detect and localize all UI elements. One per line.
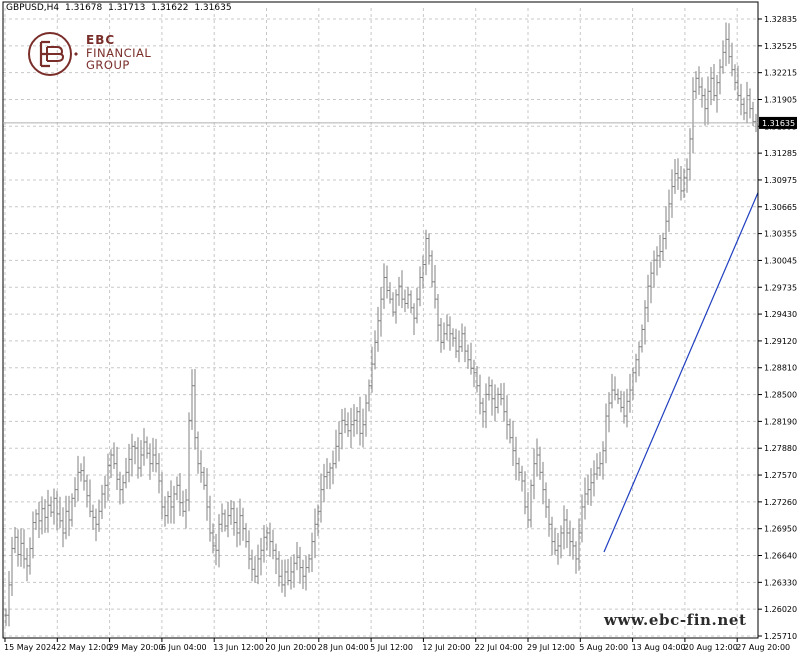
y-tick-label: 1.31285 xyxy=(764,149,797,158)
x-tick-label: 5 Jul 12:00 xyxy=(370,643,413,652)
x-tick-label: 20 Aug 12:00 xyxy=(684,643,738,652)
x-tick-label: 13 Aug 04:00 xyxy=(632,643,686,652)
x-tick-label: 20 Jun 20:00 xyxy=(266,643,317,652)
open-value: 1.31678 xyxy=(65,3,103,13)
trendline-layer xyxy=(603,192,759,553)
price-tag-box xyxy=(759,116,797,129)
x-tick-label: 5 Aug 20:00 xyxy=(579,643,628,652)
symbol-info-bar: GBPUSD,H4 1.31678 1.31713 1.31622 1.3163… xyxy=(6,3,235,13)
y-tick-label: 1.28190 xyxy=(764,417,797,426)
broker-logo: EBC FINANCIAL GROUP xyxy=(26,28,156,80)
price-axis: 1.328351.325251.322151.319051.315951.312… xyxy=(758,15,797,641)
y-tick-label: 1.27880 xyxy=(764,444,797,453)
high-value: 1.31713 xyxy=(108,3,146,13)
price-series xyxy=(4,22,758,627)
y-tick-label: 1.30045 xyxy=(764,256,797,265)
y-tick-label: 1.26020 xyxy=(764,605,797,614)
y-tick-label: 1.31905 xyxy=(764,95,797,104)
website-watermark: www.ebc-fin.net xyxy=(604,611,747,629)
x-tick-label: 22 Jul 04:00 xyxy=(475,643,523,652)
x-tick-label: 22 May 12:00 xyxy=(56,643,111,652)
y-tick-label: 1.27260 xyxy=(764,498,797,507)
y-tick-label: 1.30355 xyxy=(764,230,797,239)
logo-wordmark: EBC FINANCIAL GROUP xyxy=(86,34,151,72)
symbol-label: GBPUSD,H4 xyxy=(6,3,60,13)
y-tick-label: 1.27570 xyxy=(764,471,797,480)
y-tick-label: 1.30975 xyxy=(764,176,797,185)
x-tick-label: 13 Jun 12:00 xyxy=(213,643,264,652)
y-tick-label: 1.29735 xyxy=(764,283,797,292)
y-tick-label: 1.32525 xyxy=(764,42,797,51)
y-tick-label: 1.26640 xyxy=(764,552,797,561)
price-tag-label: 1.31635 xyxy=(762,119,795,128)
logo-line-1: EBC xyxy=(86,33,116,47)
y-tick-label: 1.26330 xyxy=(764,578,797,587)
low-value: 1.31622 xyxy=(151,3,189,13)
logo-line-2: FINANCIAL xyxy=(86,45,152,60)
y-tick-label: 1.29120 xyxy=(764,337,797,346)
x-tick-label: 15 May 2024 xyxy=(4,643,56,652)
trend-line xyxy=(603,192,759,553)
x-tick-label: 29 May 20:00 xyxy=(109,643,164,652)
close-value: 1.31635 xyxy=(194,3,232,13)
logo-emblem-icon xyxy=(28,32,78,76)
current-price-tag: 1.31635 xyxy=(3,116,797,129)
x-tick-label: 29 Jul 12:00 xyxy=(527,643,575,652)
x-tick-label: 28 Jun 04:00 xyxy=(318,643,369,652)
y-tick-label: 1.30665 xyxy=(764,203,797,212)
y-tick-label: 1.32215 xyxy=(764,69,797,78)
logo-line-3: GROUP xyxy=(86,58,130,72)
chart-frame xyxy=(2,1,759,639)
x-tick-label: 27 Aug 20:00 xyxy=(736,643,790,652)
y-tick-label: 1.28810 xyxy=(764,364,797,373)
x-tick-label: 12 Jul 20:00 xyxy=(422,643,470,652)
y-tick-label: 1.26950 xyxy=(764,525,797,534)
y-tick-label: 1.29430 xyxy=(764,310,797,319)
y-tick-label: 1.32835 xyxy=(764,15,797,24)
y-tick-label: 1.28500 xyxy=(764,391,797,400)
chart-border xyxy=(2,1,759,639)
y-tick-label: 1.25710 xyxy=(764,632,797,641)
x-tick-label: 6 Jun 04:00 xyxy=(161,643,207,652)
grid xyxy=(3,8,758,638)
